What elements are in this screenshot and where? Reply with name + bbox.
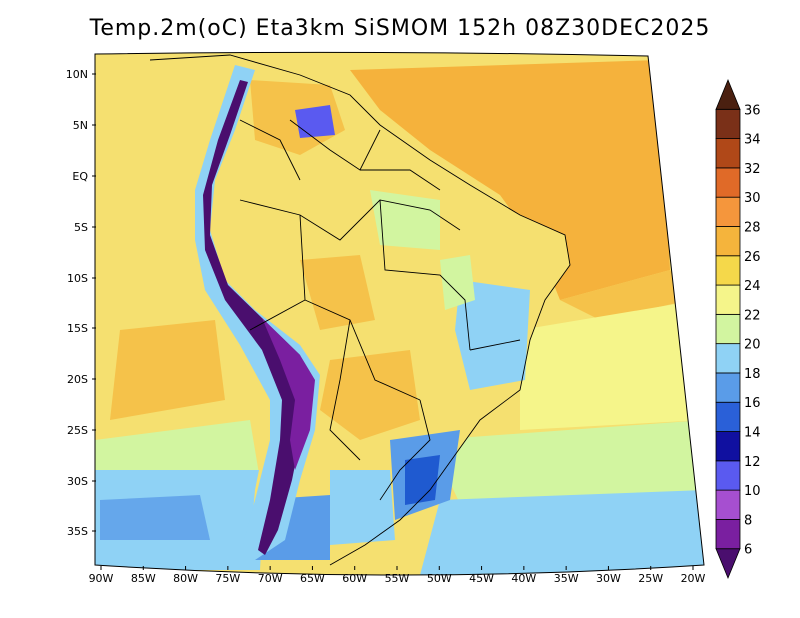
colorbar: 6 8 10 12 14 16 18 20 22 24 26 28 30 32 34 36: [715, 78, 761, 580]
colorbar-swatch: [715, 519, 741, 550]
colorbar-swatch: [715, 284, 741, 315]
lat-label: 5S: [74, 221, 88, 234]
colorbar-swatch: [715, 138, 741, 169]
map-title: Temp.2m(oC) Eta3km SiSMOM 152h 08Z30DEC2…: [89, 16, 711, 41]
andes-belt-inner: [203, 80, 308, 555]
colorbar-max-arrow: [715, 78, 741, 110]
colorbar-label: 28: [744, 220, 761, 235]
colorbar-label: 26: [744, 250, 761, 265]
colorbar-label: 36: [744, 103, 761, 118]
colorbar-min-arrow: [715, 548, 741, 580]
colorbar-swatch: [715, 313, 741, 345]
south-atlantic-mild: [520, 300, 704, 430]
lon-label: 40W: [511, 572, 536, 585]
lon-label: 35W: [554, 572, 579, 585]
colorbar-label: 14: [744, 426, 761, 441]
colorbar-swatch: [715, 255, 741, 286]
lat-label: 15S: [67, 322, 88, 335]
pacific-cool: [95, 420, 260, 480]
lon-label: 85W: [131, 572, 156, 585]
colorbar-label: 34: [744, 133, 761, 148]
highlands-cool: [455, 280, 530, 390]
atlantic-warm-lower: [560, 270, 690, 320]
colorbar-swatch: [715, 372, 741, 403]
uruguay-cool: [330, 470, 395, 545]
highlands-mild: [440, 255, 475, 310]
atlantic-warm-region: [350, 60, 670, 300]
colorbar-swatch: [715, 401, 741, 432]
colorbar-label: 22: [744, 308, 761, 323]
lon-label: 30W: [596, 572, 621, 585]
lat-label: 35S: [67, 525, 88, 538]
colorbar-label: 18: [744, 367, 761, 382]
colorbar-label: 6: [744, 543, 752, 558]
colorbar-swatch: [715, 343, 741, 374]
colorbar-swatch: [715, 431, 741, 462]
lon-label: 50W: [427, 572, 452, 585]
map-frame: [94, 51, 705, 576]
lat-label: 20S: [67, 373, 88, 386]
lon-label: 20W: [681, 572, 706, 585]
guiana-cold: [295, 105, 335, 138]
lon-label: 65W: [300, 572, 325, 585]
central-warm: [320, 350, 420, 440]
colorbar-swatch: [715, 489, 741, 520]
lon-label: 55W: [385, 572, 410, 585]
colorbar-label: 8: [744, 513, 752, 528]
interior-warm: [300, 255, 375, 330]
lat-label: 30S: [67, 475, 88, 488]
lon-label: 70W: [258, 572, 283, 585]
andes-belt-mid: [262, 318, 315, 470]
colorbar-label: 20: [744, 338, 761, 353]
lat-label: 10S: [67, 272, 88, 285]
lat-label: EQ: [72, 170, 88, 183]
colorbar-swatch: [715, 196, 741, 227]
lon-axis: 90W 85W 80W 75W 70W 65W 60W 55W 50W 45W 40W 35W 30W 2…: [89, 566, 706, 585]
lon-label: 60W: [342, 572, 367, 585]
pacific-colder: [100, 495, 210, 540]
south-atlantic-cold: [420, 490, 704, 575]
colorbar-label: 16: [744, 396, 761, 411]
lon-label: 25W: [638, 572, 663, 585]
southern-brazil-colder: [405, 455, 440, 505]
colorbar-label: 32: [744, 162, 761, 177]
colorbar-swatch: [715, 226, 741, 257]
lat-label: 5N: [73, 119, 88, 132]
map-field: [95, 52, 704, 575]
lon-label: 80W: [173, 572, 198, 585]
colorbar-label: 24: [744, 279, 761, 294]
colorbar-swatch: [715, 108, 741, 139]
lon-label: 90W: [89, 572, 114, 585]
colorbar-label: 30: [744, 191, 761, 206]
lon-label: 45W: [469, 572, 494, 585]
country-borders: [149, 54, 571, 566]
pacific-warm-strip: [110, 320, 225, 420]
colorbar-swatch: [715, 460, 741, 491]
lat-label: 10N: [66, 68, 88, 81]
colorbar-swatch: [715, 167, 741, 198]
colorbar-label: 10: [744, 484, 761, 499]
lon-label: 75W: [215, 572, 240, 585]
interior-mild: [370, 190, 440, 250]
lat-label: 25S: [67, 424, 88, 437]
lat-axis: 10N 5N EQ 5S 10S 15S 20S 25S 30S 35S: [66, 68, 96, 538]
colorbar-label: 12: [744, 455, 761, 470]
